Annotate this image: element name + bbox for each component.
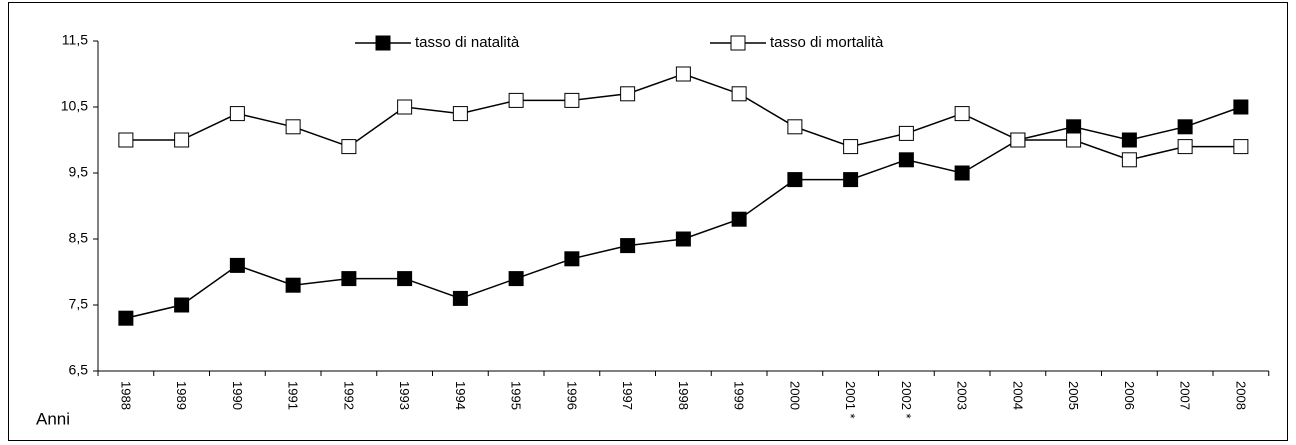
data-point	[787, 119, 803, 135]
x-tick-label: 1995	[509, 381, 524, 410]
x-tick-label: 1997	[620, 381, 635, 410]
data-point	[397, 99, 413, 115]
data-point	[731, 211, 747, 227]
x-tick-label: 1992	[341, 381, 356, 410]
data-point	[843, 172, 859, 188]
data-point	[954, 165, 970, 181]
data-point	[675, 66, 691, 82]
x-tick-label: 1996	[564, 381, 579, 410]
data-point	[1066, 132, 1082, 148]
data-point	[508, 92, 524, 108]
data-point	[118, 132, 134, 148]
x-tick-label: 2006	[1122, 381, 1137, 410]
data-point	[285, 119, 301, 135]
data-point	[675, 231, 691, 247]
legend-label: tasso di mortalità	[770, 34, 884, 51]
legend-marker	[730, 35, 746, 51]
data-point	[1066, 119, 1082, 135]
data-point	[564, 251, 580, 267]
legend-label: tasso di natalità	[415, 34, 520, 51]
x-axis-label: Anni	[36, 409, 70, 428]
data-point	[1010, 132, 1026, 148]
y-tick-label: 9,5	[69, 164, 89, 180]
data-point	[787, 172, 803, 188]
data-point	[564, 92, 580, 108]
data-point	[397, 271, 413, 287]
data-point	[1233, 99, 1249, 115]
data-point	[452, 290, 468, 306]
data-point	[1121, 132, 1137, 148]
x-tick-label: 2000	[787, 381, 802, 410]
x-tick-label: 1989	[174, 381, 189, 410]
y-tick-label: 11,5	[62, 32, 88, 48]
data-point	[508, 271, 524, 287]
data-point	[1233, 139, 1249, 155]
data-point	[731, 86, 747, 102]
y-tick-label: 10,5	[61, 98, 88, 114]
x-tick-label: 2003	[955, 381, 970, 410]
data-point	[1177, 139, 1193, 155]
data-point	[954, 106, 970, 122]
data-point	[452, 106, 468, 122]
data-point	[229, 257, 245, 273]
data-point	[843, 139, 859, 155]
x-tick-label: 1998	[676, 381, 691, 410]
data-point	[1121, 152, 1137, 168]
legend-marker	[375, 35, 391, 51]
y-tick-label: 8,5	[69, 230, 89, 246]
data-point	[620, 238, 636, 254]
x-tick-label: 2004	[1010, 381, 1025, 410]
x-tick-label: 1993	[397, 381, 412, 410]
x-tick-label: 1988	[118, 381, 133, 410]
data-point	[174, 297, 190, 313]
data-point	[285, 277, 301, 293]
data-point	[341, 271, 357, 287]
data-point	[898, 125, 914, 141]
chart-border	[8, 2, 1288, 441]
x-tick-label: 2001 *	[843, 381, 858, 419]
y-tick-label: 6,5	[69, 362, 89, 378]
data-point	[229, 106, 245, 122]
data-point	[174, 132, 190, 148]
x-tick-label: 1991	[286, 381, 301, 410]
y-tick-label: 7,5	[69, 296, 89, 312]
x-tick-label: 2007	[1178, 381, 1193, 410]
x-tick-label: 1994	[453, 381, 468, 410]
x-tick-label: 1990	[230, 381, 245, 410]
data-point	[118, 310, 134, 326]
x-tick-label: 2008	[1233, 381, 1248, 410]
data-point	[1177, 119, 1193, 135]
x-tick-label: 1999	[732, 381, 747, 410]
x-tick-label: 2002 *	[899, 381, 914, 419]
x-tick-label: 2005	[1066, 381, 1081, 410]
data-point	[341, 139, 357, 155]
data-point	[620, 86, 636, 102]
data-point	[898, 152, 914, 168]
